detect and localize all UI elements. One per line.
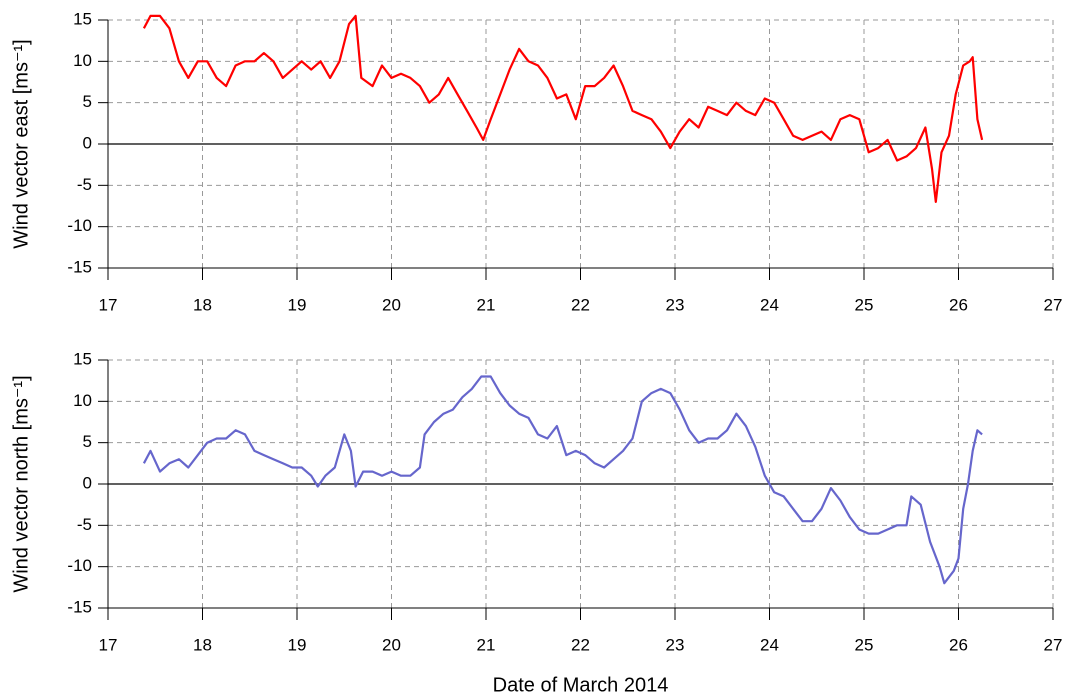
x-tick-label: 18 [193, 635, 212, 654]
y-tick-label: 10 [73, 391, 92, 410]
y-axis-label: Wind vector north [ms⁻¹] [10, 375, 32, 592]
y-tick-label: 15 [73, 9, 92, 28]
x-tick-label: 22 [571, 295, 590, 314]
x-tick-label: 27 [1044, 295, 1063, 314]
x-tick-label: 21 [477, 635, 496, 654]
y-tick-label: 5 [83, 92, 92, 111]
y-tick-label: -5 [77, 175, 92, 194]
x-tick-label: 23 [666, 295, 685, 314]
y-tick-label: -15 [67, 257, 92, 276]
line-series [142, 14, 984, 203]
y-tick-label: 5 [83, 432, 92, 451]
x-tick-label: 24 [760, 635, 779, 654]
x-tick-label: 17 [99, 635, 118, 654]
y-tick-label: -5 [77, 515, 92, 534]
y-tick-label: 10 [73, 51, 92, 70]
x-tick-label: 27 [1044, 635, 1063, 654]
x-tick-label: 20 [382, 295, 401, 314]
x-tick-label: 21 [477, 295, 496, 314]
line-series [142, 375, 983, 585]
y-tick-label: 0 [83, 133, 92, 152]
y-axis-label: Wind vector east [ms⁻¹] [10, 39, 32, 249]
x-tick-label: 19 [288, 295, 307, 314]
x-tick-label: 22 [571, 635, 590, 654]
y-tick-label: 0 [83, 473, 92, 492]
x-tick-label: 25 [855, 635, 874, 654]
y-tick-label: 15 [73, 349, 92, 368]
x-tick-label: 26 [949, 635, 968, 654]
y-tick-label: -10 [67, 556, 92, 575]
y-tick-label: -10 [67, 216, 92, 235]
x-tick-label: 18 [193, 295, 212, 314]
x-tick-label: 20 [382, 635, 401, 654]
x-tick-label: 19 [288, 635, 307, 654]
x-tick-label: 26 [949, 295, 968, 314]
x-axis-label: Date of March 2014 [493, 674, 669, 696]
x-tick-label: 25 [855, 295, 874, 314]
y-tick-label: -15 [67, 597, 92, 616]
x-tick-label: 24 [760, 295, 779, 314]
x-tick-label: 17 [99, 295, 118, 314]
x-tick-label: 23 [666, 635, 685, 654]
